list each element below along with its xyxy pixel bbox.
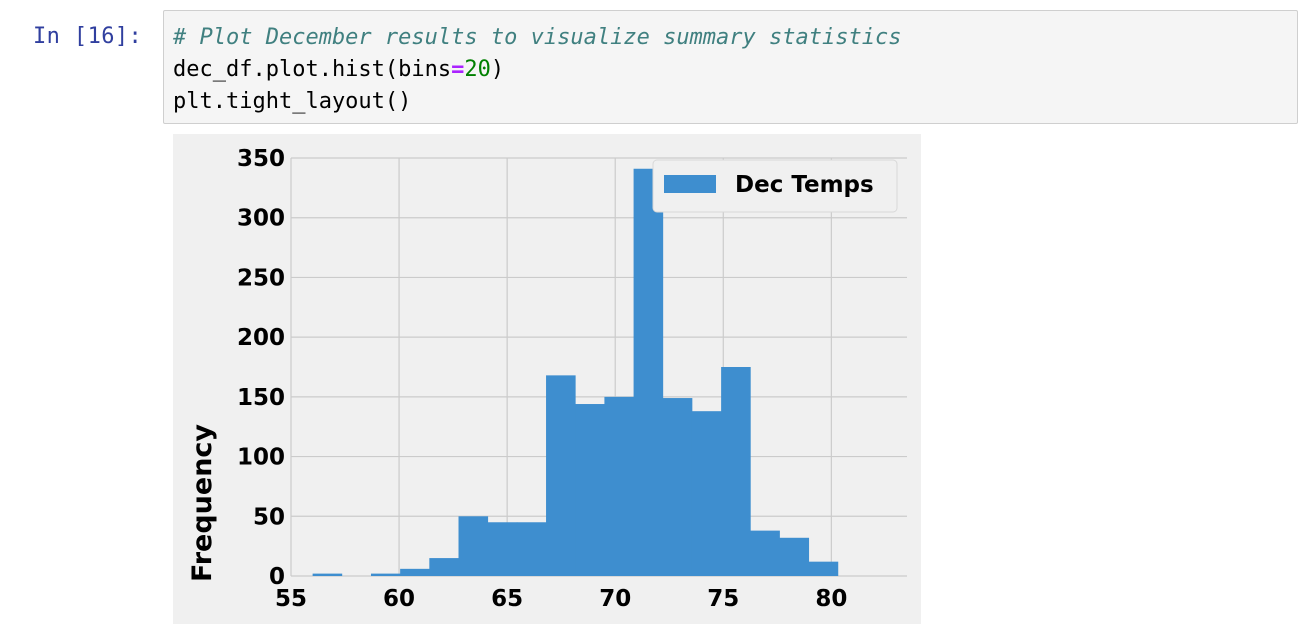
histogram-bar xyxy=(779,537,810,576)
legend: Dec Temps xyxy=(652,159,898,213)
histogram-bar xyxy=(575,404,605,576)
code-token-number: 20 xyxy=(464,57,491,82)
histogram-chart: 0 50 100 150 200 250 300 350 55 60 65 70 75 80 Frequ… xyxy=(187,146,907,612)
code-token-call: dec_df.plot.hist(bins xyxy=(173,57,452,82)
x-tick-label: 65 xyxy=(491,586,523,612)
y-tick-label: 350 xyxy=(237,146,285,172)
histogram-bar xyxy=(750,530,780,576)
cell-prompt: In [16]: xyxy=(33,24,143,49)
histogram-bar xyxy=(546,375,576,576)
histogram-bar xyxy=(312,573,343,576)
y-tick-label: 150 xyxy=(237,385,285,411)
histogram-bar xyxy=(662,398,693,576)
histogram-bar xyxy=(487,522,518,576)
x-tick-label: 75 xyxy=(707,586,739,612)
code-line-2: dec_df.plot.hist(bins=20) xyxy=(173,57,504,82)
histogram-bar xyxy=(458,516,489,576)
code-token-operator: = xyxy=(451,57,465,82)
legend-swatch xyxy=(664,175,716,193)
histogram-bar xyxy=(691,411,722,576)
code-line-1: # Plot December results to visualize sum… xyxy=(173,25,901,50)
y-tick-label: 200 xyxy=(237,325,285,351)
histogram-bar xyxy=(516,522,547,576)
legend-box xyxy=(652,159,898,213)
histogram-bar xyxy=(400,568,430,576)
histogram-bar xyxy=(721,367,751,576)
code-editor[interactable]: # Plot December results to visualize sum… xyxy=(163,10,1298,124)
legend-label: Dec Temps xyxy=(735,172,874,198)
histogram-bar xyxy=(429,558,459,576)
histogram-bar xyxy=(633,168,664,576)
y-tick-labels: 0 50 100 150 200 250 300 350 xyxy=(237,146,285,590)
x-tick-label: 55 xyxy=(275,586,307,612)
cell-output: 0 50 100 150 200 250 300 350 55 60 65 70 75 80 Frequ… xyxy=(173,134,921,624)
x-tick-label: 80 xyxy=(815,586,847,612)
y-tick-label: 300 xyxy=(237,206,285,232)
y-tick-label: 50 xyxy=(253,504,285,530)
code-token-paren: ) xyxy=(490,57,505,82)
code-line-3: plt.tight_layout() xyxy=(173,89,412,114)
histogram-bars xyxy=(312,168,839,576)
y-tick-label: 100 xyxy=(237,445,285,471)
x-tick-label: 60 xyxy=(383,586,415,612)
code-comment: # Plot December results to visualize sum… xyxy=(173,25,902,50)
x-tick-label: 70 xyxy=(599,586,631,612)
y-axis-label: Frequency xyxy=(187,424,218,582)
histogram-bar xyxy=(370,573,401,576)
histogram-bar xyxy=(808,561,839,576)
histogram-bar xyxy=(604,396,634,576)
x-tick-labels: 55 60 65 70 75 80 xyxy=(275,586,847,612)
y-tick-label: 0 xyxy=(269,564,285,590)
y-tick-label: 250 xyxy=(237,265,285,291)
